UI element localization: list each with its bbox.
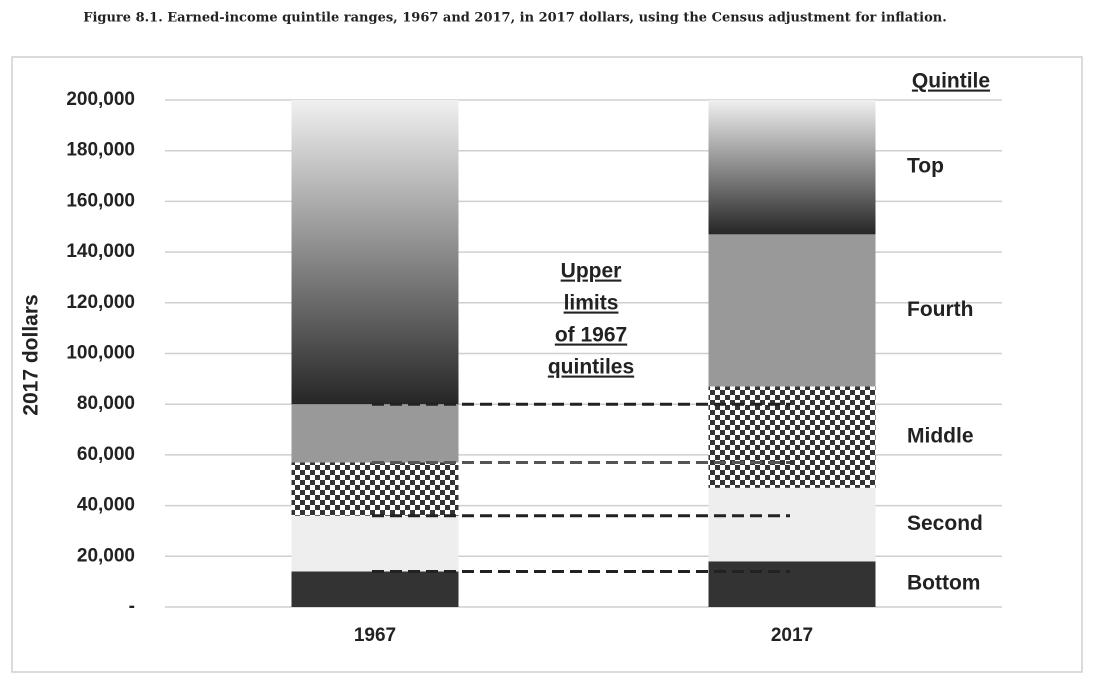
legend-label: Middle [907,425,974,448]
bar-segment [291,571,459,607]
y-tick-label: 180,000 [66,140,135,161]
y-tick-label: 140,000 [66,241,135,262]
y-axis-title: 2017 dollars [20,294,43,415]
y-tick-label: - [129,596,135,617]
y-tick-label: 120,000 [66,292,135,313]
x-tick-label: 1967 [354,625,396,646]
y-tick-label: 200,000 [66,89,135,110]
y-tick-label: 40,000 [77,495,135,516]
y-tick-label: 100,000 [66,343,135,364]
annotation: of 1967 [555,324,627,347]
legend-label: Bottom [907,572,980,595]
annotation: limits [564,292,619,315]
bar-segment [291,404,459,463]
bar-segment [708,561,876,607]
x-tick-label: 2017 [771,625,813,646]
bar-segment [291,462,459,516]
y-tick-label: 20,000 [77,545,135,566]
annotation: Upper [561,260,622,283]
bar-segment [291,100,459,405]
y-tick-label: 60,000 [77,444,135,465]
legend-title: Quintile [912,70,990,93]
annotation: quintiles [548,356,634,379]
bar-segment [291,515,459,572]
legend-label: Top [907,155,944,178]
legend-label: Fourth [907,298,973,321]
y-tick-label: 160,000 [66,190,135,211]
y-tick-label: 80,000 [77,393,135,414]
bar-segment [708,100,876,235]
bar-segment [708,487,876,562]
legend-label: Second [907,512,983,535]
chart-frame [11,56,1083,673]
bar-segment [708,386,876,488]
chart-title: Figure 8.1. Earned-income quintile range… [83,11,947,26]
bar-segment [708,234,876,387]
